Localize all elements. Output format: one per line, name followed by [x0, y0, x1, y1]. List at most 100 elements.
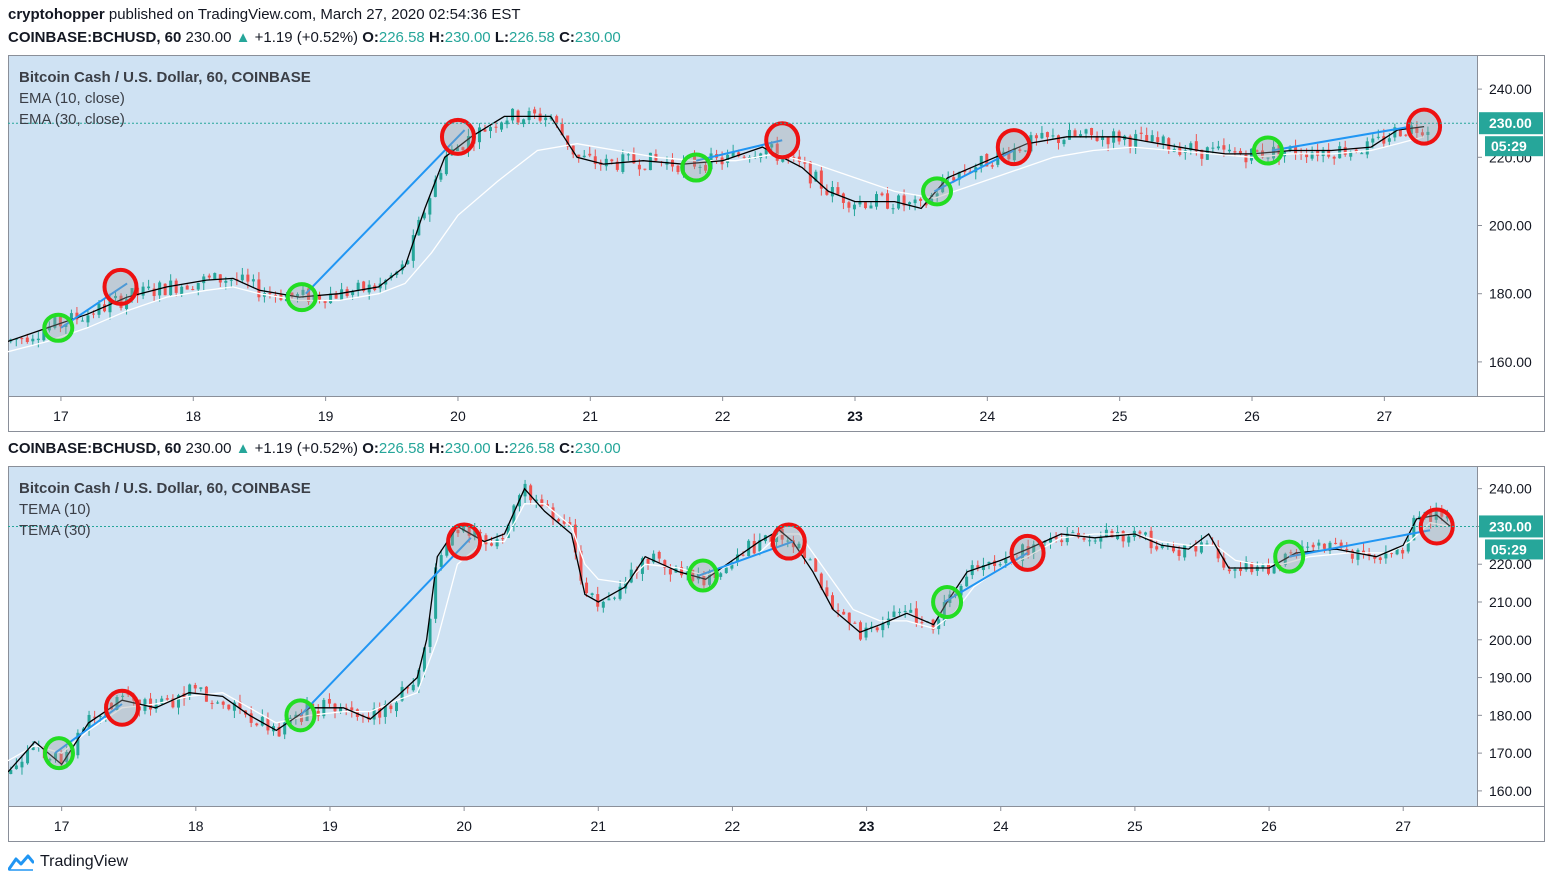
sell-signal-marker [770, 522, 807, 561]
candle [232, 699, 236, 719]
candle-body [1389, 553, 1393, 555]
open-label: O: [362, 29, 379, 46]
candle-body [93, 716, 97, 718]
candle-body [1177, 550, 1181, 556]
candle [428, 617, 432, 653]
candle-body [1073, 130, 1077, 137]
trend-line [305, 129, 466, 295]
candle-body [1156, 137, 1160, 143]
candle-body [1260, 150, 1264, 158]
candle-body [819, 573, 823, 589]
candle [836, 182, 840, 196]
candle-body [719, 573, 723, 577]
candle-body [814, 171, 818, 182]
x-tick-label: 25 [1127, 818, 1143, 834]
candle [1121, 530, 1125, 548]
candle-body [372, 708, 376, 720]
candle [786, 536, 790, 548]
candle [356, 279, 360, 297]
tradingview-footer[interactable]: TradingView [8, 853, 128, 871]
countdown-tag [1485, 539, 1543, 560]
candle-body [344, 707, 348, 709]
candle-body [108, 299, 112, 313]
candle-body [759, 153, 763, 159]
candle-body [786, 540, 790, 542]
candle-body [444, 155, 448, 175]
candle [433, 175, 437, 198]
chart-panel-tema[interactable]: 160.00 170.00 180.00 190.00 200.00 210.00 220.… [8, 466, 1545, 842]
candle [169, 274, 173, 297]
candle-body [53, 317, 57, 328]
x-tick-label: 19 [322, 818, 338, 834]
candle-body [174, 280, 178, 293]
candle-body [1415, 126, 1419, 133]
candle [1415, 121, 1419, 140]
candle-body [1404, 134, 1408, 136]
candle-body [808, 559, 812, 561]
buy-signal-marker [686, 558, 719, 593]
y-tick-label: 210.00 [1489, 594, 1532, 610]
candle [1354, 148, 1358, 154]
candle [202, 273, 206, 291]
candle-body [557, 519, 561, 522]
candle-body [551, 507, 555, 520]
candle [529, 483, 533, 505]
candle-body [389, 705, 393, 710]
candle-body [1216, 146, 1220, 149]
candle-body [450, 531, 454, 546]
price-change: +1.19 (+0.52%) [254, 29, 359, 46]
candle [171, 694, 175, 709]
candle [676, 164, 680, 175]
candle-body [637, 164, 641, 170]
candle-body [863, 202, 867, 209]
candle [730, 560, 734, 571]
candle [1389, 552, 1393, 558]
candle-body [1222, 145, 1226, 150]
candle [808, 557, 812, 561]
candle [505, 116, 509, 129]
candle [643, 168, 647, 171]
candle [216, 700, 220, 705]
candle-body [54, 753, 58, 760]
candle-body [1227, 569, 1231, 572]
publisher-line: cryptohopper published on TradingView.co… [8, 6, 521, 23]
candle-body [680, 567, 684, 576]
candle [919, 197, 923, 207]
candle-body [842, 611, 846, 615]
buy-signal-marker [1273, 539, 1306, 574]
candle-body [741, 554, 745, 556]
candle-body [1239, 568, 1243, 572]
candle-body [959, 585, 963, 596]
candle-body [737, 152, 741, 157]
candle [1018, 146, 1022, 153]
candle-body [797, 543, 801, 549]
candle [93, 710, 97, 725]
up-arrow-icon: ▲ [235, 29, 251, 46]
candle-body [221, 701, 225, 705]
candle [340, 282, 344, 301]
candle-body [990, 165, 994, 167]
candle [976, 560, 980, 572]
candle [1160, 543, 1164, 550]
candle-body [1095, 136, 1099, 141]
candle-body [1244, 561, 1248, 570]
published-text: published on TradingView.com, March 27, … [108, 6, 521, 23]
author-name[interactable]: cryptohopper [8, 6, 105, 23]
candle-body [495, 539, 499, 547]
candle-body [1145, 135, 1149, 142]
candle [378, 702, 382, 725]
candle-body [1398, 129, 1402, 137]
candle-body [663, 560, 667, 568]
candle [560, 118, 564, 136]
candle-body [473, 530, 477, 537]
candle [1007, 146, 1011, 163]
candle-body [9, 770, 13, 775]
candle-body [646, 558, 650, 565]
candle-body [562, 520, 566, 524]
candle-body [160, 698, 164, 704]
candle [1227, 144, 1231, 153]
candle-body [1062, 139, 1066, 145]
chart-panel-ema[interactable]: 160.00180.00200.00220.00240.00230.0005:2… [8, 55, 1545, 432]
candle [240, 267, 244, 284]
high-value: 230.00 [444, 29, 491, 46]
